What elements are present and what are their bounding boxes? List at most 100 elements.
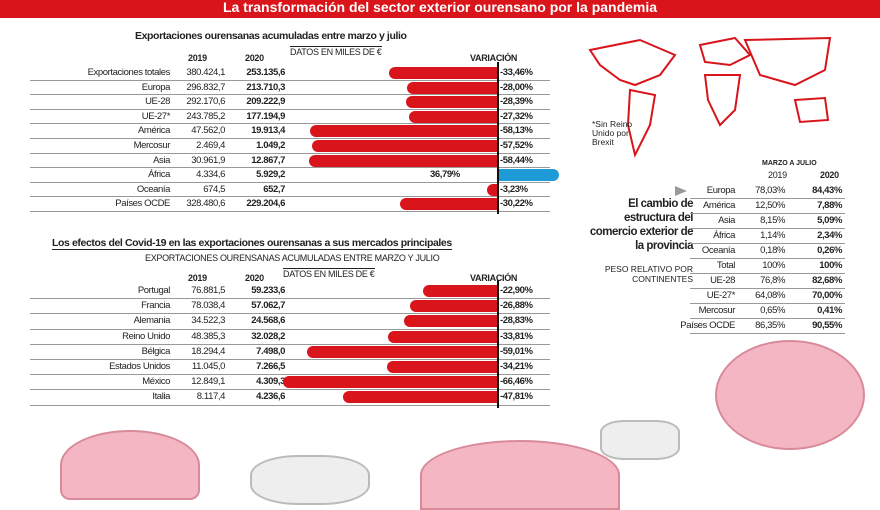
- value-2019: 34.522,3: [191, 315, 225, 327]
- row-label: América: [137, 125, 170, 137]
- row-label: UE-28: [710, 275, 735, 286]
- row-label: Reino Unido: [122, 330, 170, 342]
- value-2020: 4.309,3: [256, 376, 285, 388]
- row-label: Francia: [141, 300, 170, 312]
- table-row: UE-28 292.170,6 209.222,9 -28,39%: [30, 95, 550, 110]
- table-row: Estados Unidos 11.045,0 7.266,5 -34,21%: [30, 360, 550, 376]
- value-2019: 296.832,7: [186, 81, 225, 93]
- table-subtitle: PESO RELATIVO POR CONTINENTES: [604, 264, 693, 284]
- variation-label: -66,46%: [500, 376, 533, 388]
- value-2020: 177.194,9: [246, 110, 285, 122]
- row-label: Alemania: [133, 315, 171, 327]
- value-2020: 0,26%: [817, 245, 842, 256]
- row-label: Portugal: [137, 285, 171, 296]
- value-2019: 4.334,6: [196, 169, 225, 181]
- value-2020: 57.062,7: [251, 300, 285, 312]
- variation-bar: [486, 183, 497, 196]
- chart2-variation-label: VARIACIÓN: [470, 273, 518, 283]
- value-2020: 82,68%: [812, 275, 842, 286]
- value-2020: 5.929,2: [256, 169, 285, 181]
- variation-bar: [409, 110, 497, 123]
- value-2019: 1,14%: [760, 230, 785, 241]
- variation-bar: [308, 154, 497, 167]
- row-label: Oceanía: [136, 183, 171, 195]
- value-2019: 48.385,3: [191, 330, 225, 342]
- table-row: Países OCDE 86,35% 90,55%: [680, 319, 845, 334]
- value-2019: 0,18%: [760, 245, 785, 256]
- table-row: Mercosur 0,65% 0,41%: [690, 304, 845, 319]
- value-2019: 12.849,1: [191, 376, 225, 388]
- row-label: Total: [716, 260, 735, 271]
- value-2019: 76,8%: [760, 275, 785, 286]
- variation-label: -33,81%: [500, 330, 533, 342]
- table-row: Alemania 34.522,3 24.568,6 -28,83%: [30, 314, 550, 330]
- value-2020: 59.233,6: [251, 285, 285, 296]
- value-2019: 328.480,6: [186, 198, 225, 210]
- value-2020: 24.568,6: [251, 315, 285, 327]
- value-2019: 0,65%: [760, 305, 785, 316]
- table-row: Total 100% 100%: [690, 259, 845, 274]
- table-row: Italia 8.117,4 4.236,6 -47,81%: [30, 390, 550, 406]
- row-label: Asia: [153, 154, 170, 166]
- value-2019: 12,50%: [755, 200, 785, 211]
- value-2020: 12.867,7: [251, 154, 285, 166]
- chart1-title: Exportaciones ourensanas acumuladas entr…: [135, 30, 407, 42]
- variation-label: -57,52%: [500, 140, 533, 151]
- table-row: UE-28 76,8% 82,68%: [690, 274, 845, 289]
- table-row: México 12.849,1 4.309,3 -66,46%: [30, 375, 550, 391]
- value-2019: 380.424,1: [186, 67, 225, 78]
- row-label: Exportaciones totales: [87, 67, 171, 78]
- value-2019: 8.117,4: [196, 391, 226, 403]
- row-label: México: [142, 376, 170, 388]
- zero-axis: [497, 280, 499, 408]
- value-2019: 86,35%: [755, 320, 785, 331]
- value-2019: 64,08%: [755, 290, 785, 301]
- row-label: África: [713, 230, 735, 241]
- table-row: Bélgica 18.294,4 7.498,0 -59,01%: [30, 345, 550, 360]
- chart2-units: DATOS EN MILES DE €: [283, 268, 375, 279]
- value-2019: 292.170,6: [186, 96, 225, 108]
- variation-label: -33,46%: [500, 67, 533, 78]
- row-label: UE-27*: [141, 110, 171, 122]
- row-label: Países OCDE: [115, 198, 170, 210]
- value-2020: 90,55%: [812, 320, 842, 331]
- zero-axis: [497, 62, 499, 214]
- row-label: Oceanía: [701, 245, 736, 256]
- value-2020: 32.028,2: [251, 330, 285, 342]
- chart1-variation-label: VARIACIÓN: [470, 53, 518, 63]
- variation-bar: [423, 285, 497, 297]
- variation-label: 36,79%: [430, 169, 460, 181]
- table-title: El cambio de estructura del comercio ext…: [589, 198, 694, 252]
- row-label: Europa: [706, 185, 736, 196]
- value-2020: 1.049,2: [256, 140, 285, 151]
- table-row: Exportaciones totales 380.424,1 253.135,6 -…: [30, 66, 550, 81]
- value-2020: 209.222,9: [246, 96, 285, 108]
- row-label: Bélgica: [141, 345, 171, 357]
- variation-label: -34,21%: [500, 361, 533, 372]
- variation-bar: [399, 198, 497, 211]
- table-row: Oceanía 0,18% 0,26%: [690, 244, 845, 259]
- value-2019: 18.294,4: [191, 345, 225, 357]
- variation-label: -28,39%: [500, 96, 533, 108]
- brexit-note: *Sin Reino Unido por Brexit: [592, 119, 633, 147]
- row-label: Italia: [152, 391, 170, 403]
- row-label: Europa: [141, 81, 171, 93]
- variation-bar: [404, 315, 497, 328]
- value-2020: 253.135,6: [246, 67, 285, 78]
- value-2020: 7.266,5: [256, 361, 285, 372]
- row-label: Asia: [718, 215, 735, 226]
- variation-label: -59,01%: [500, 345, 533, 357]
- value-2019: 47.562,0: [191, 125, 225, 137]
- variation-label: -26,88%: [500, 300, 533, 312]
- variation-bar: [306, 345, 497, 358]
- row-label: América: [702, 200, 735, 211]
- table-row: Portugal 76.881,5 59.233,6 -22,90%: [30, 284, 550, 300]
- variation-bar: [499, 169, 559, 182]
- variation-bar: [406, 81, 497, 94]
- value-2019: 8,15%: [760, 215, 785, 226]
- variation-bar: [343, 391, 497, 404]
- table-row: UE-27* 64,08% 70,00%: [690, 289, 845, 304]
- row-label: Países OCDE: [680, 320, 735, 331]
- title-bar: La transformación del sector exterior ou…: [0, 0, 880, 18]
